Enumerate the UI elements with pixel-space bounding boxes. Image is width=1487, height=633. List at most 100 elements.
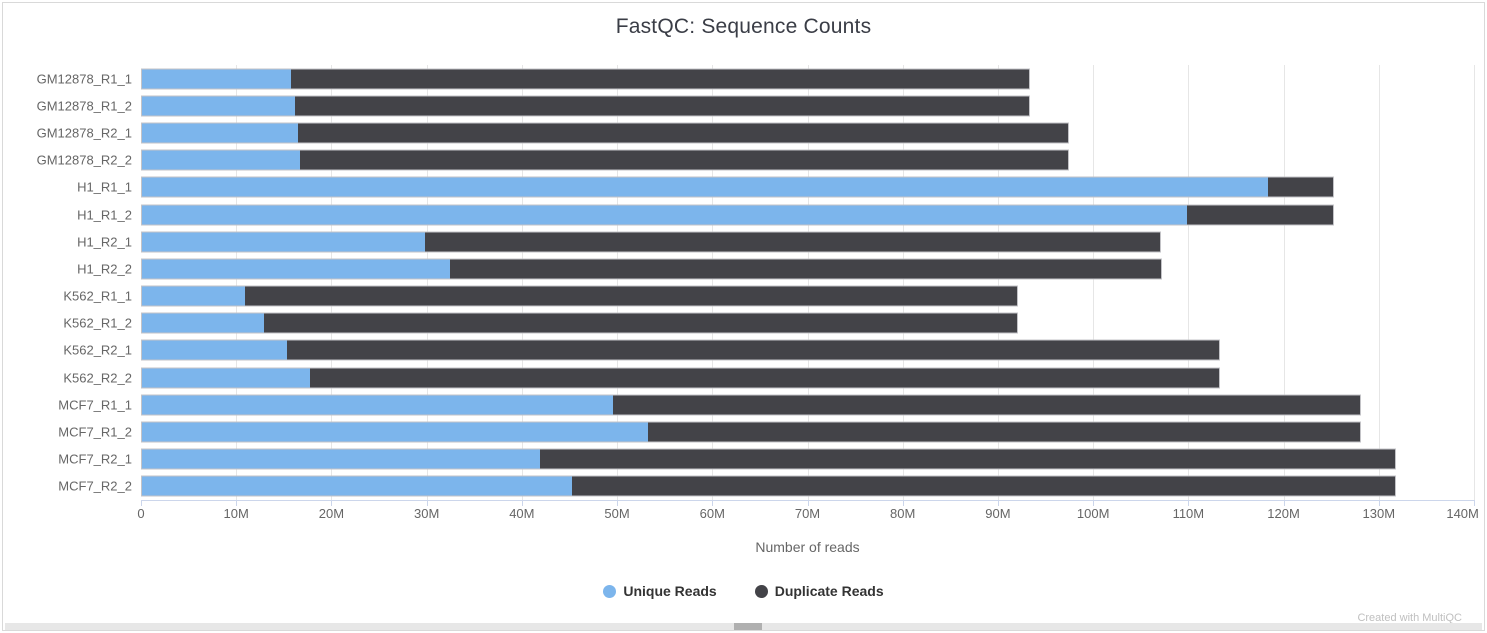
duplicate-reads-segment[interactable] — [571, 476, 1395, 496]
stacked-bar[interactable] — [141, 176, 1335, 198]
duplicate-reads-segment[interactable] — [1186, 205, 1334, 225]
stacked-bar[interactable] — [141, 258, 1162, 280]
stacked-bar[interactable] — [141, 312, 1018, 334]
duplicate-reads-segment[interactable] — [244, 286, 1017, 306]
x-tick-label: 30M — [413, 506, 440, 521]
x-tick-mark — [1283, 501, 1285, 506]
x-axis-line — [141, 500, 1475, 501]
legend-label: Unique Reads — [623, 583, 717, 599]
unique-reads-segment[interactable] — [142, 313, 264, 333]
stacked-bar[interactable] — [141, 68, 1031, 90]
gridline — [807, 65, 809, 500]
duplicate-reads-segment[interactable] — [1268, 177, 1334, 197]
x-tick-mark — [141, 501, 142, 506]
stacked-bar[interactable] — [141, 285, 1018, 307]
unique-reads-segment[interactable] — [142, 476, 572, 496]
stacked-bar[interactable] — [141, 475, 1396, 497]
bar-row: K562_R2_1 — [63, 337, 1474, 364]
bar-row: GM12878_R1_2 — [37, 92, 1474, 119]
duplicate-reads-segment[interactable] — [294, 96, 1030, 116]
plot-area: GM12878_R1_1 GM12878_R1_2 GM12878_R2_1 GM12… — [37, 65, 1475, 500]
unique-reads-segment[interactable] — [142, 422, 648, 442]
duplicate-reads-segment[interactable] — [425, 232, 1160, 252]
bar-row: MCF7_R2_1 — [58, 446, 1474, 473]
category-label: H1_R2_1 — [77, 234, 132, 250]
category-label: H1_R1_2 — [77, 207, 132, 223]
bar-row: K562_R2_2 — [63, 364, 1474, 391]
unique-reads-segment[interactable] — [142, 368, 311, 388]
horizontal-scrollbar-thumb[interactable] — [734, 623, 762, 630]
x-tick-label: 100M — [1076, 506, 1110, 521]
stacked-bar[interactable] — [141, 394, 1361, 416]
x-tick-label: 130M — [1362, 506, 1396, 521]
stacked-bar[interactable] — [141, 448, 1396, 470]
bar-row: MCF7_R1_1 — [58, 391, 1474, 418]
duplicate-reads-segment[interactable] — [291, 69, 1030, 89]
stacked-bar[interactable] — [141, 95, 1031, 117]
unique-reads-segment[interactable] — [142, 232, 426, 252]
bar-row: H1_R1_2 — [77, 201, 1474, 228]
unique-reads-segment[interactable] — [142, 395, 614, 415]
duplicate-reads-segment[interactable] — [287, 340, 1219, 360]
bar-row: GM12878_R2_2 — [37, 147, 1474, 174]
stacked-bar[interactable] — [141, 204, 1335, 226]
bar-row: GM12878_R2_1 — [37, 119, 1474, 146]
unique-reads-segment[interactable] — [142, 259, 450, 279]
x-tick-mark — [1093, 501, 1095, 506]
x-tick-label: 10M — [223, 506, 249, 521]
stacked-bar[interactable] — [141, 149, 1070, 171]
bar-row: K562_R1_1 — [63, 283, 1474, 310]
x-tick-mark — [807, 501, 809, 506]
gridline — [1474, 65, 1475, 500]
stacked-bar[interactable] — [141, 421, 1361, 443]
horizontal-scrollbar-track[interactable] — [5, 623, 1482, 630]
duplicate-reads-segment[interactable] — [263, 313, 1017, 333]
bar-row: H1_R2_2 — [77, 255, 1474, 282]
category-label: K562_R1_2 — [63, 315, 132, 331]
unique-reads-segment[interactable] — [142, 123, 298, 143]
gridline — [1188, 65, 1190, 500]
gridline — [236, 65, 238, 500]
x-tick-label: 20M — [318, 506, 345, 521]
x-tick-label: 70M — [794, 506, 821, 521]
unique-reads-segment[interactable] — [142, 286, 245, 306]
multiqc-credit-link[interactable]: Created with MultiQC — [1357, 612, 1462, 624]
gridline — [1378, 65, 1380, 500]
legend-item-duplicate-reads[interactable]: Duplicate Reads — [754, 583, 884, 599]
x-tick-label: 90M — [985, 506, 1011, 521]
x-axis-title: Number of reads — [755, 539, 860, 555]
duplicate-reads-segment[interactable] — [310, 368, 1219, 388]
gridline — [1283, 65, 1285, 500]
stacked-bar[interactable] — [141, 231, 1161, 253]
unique-reads-segment[interactable] — [142, 177, 1269, 197]
bar-row: K562_R1_2 — [63, 310, 1474, 337]
x-axis-labels: 0 10M 20M 30M 40M 50M 60M 70M 80M 90M 100M 110M 120M… — [137, 506, 1478, 524]
category-label: MCF7_R2_2 — [58, 478, 132, 494]
duplicate-reads-segment[interactable] — [613, 395, 1360, 415]
duplicate-reads-segment[interactable] — [647, 422, 1360, 442]
duplicate-reads-segment[interactable] — [299, 150, 1069, 170]
chart-title: FastQC: Sequence Counts — [615, 15, 872, 38]
legend-item-unique-reads[interactable]: Unique Reads — [603, 583, 717, 599]
x-tick-mark — [1188, 501, 1190, 506]
duplicate-reads-segment[interactable] — [540, 449, 1395, 469]
unique-reads-segment[interactable] — [142, 205, 1187, 225]
category-label: MCF7_R1_1 — [58, 397, 132, 413]
unique-reads-segment[interactable] — [142, 96, 295, 116]
x-tick-label: 0 — [137, 506, 145, 521]
x-tick-mark — [521, 501, 523, 506]
unique-reads-segment[interactable] — [142, 449, 541, 469]
duplicate-reads-segment[interactable] — [297, 123, 1069, 143]
category-label: GM12878_R2_2 — [36, 152, 132, 168]
unique-reads-segment[interactable] — [142, 150, 300, 170]
unique-reads-segment[interactable] — [142, 340, 288, 360]
unique-reads-segment[interactable] — [142, 69, 292, 89]
stacked-bar[interactable] — [141, 339, 1220, 361]
x-tick-label: 60M — [699, 506, 725, 521]
x-tick-mark — [712, 501, 714, 506]
stacked-bar[interactable] — [141, 367, 1220, 389]
gridline — [426, 65, 428, 500]
duplicate-reads-segment[interactable] — [449, 259, 1161, 279]
stacked-bar[interactable] — [141, 122, 1070, 144]
